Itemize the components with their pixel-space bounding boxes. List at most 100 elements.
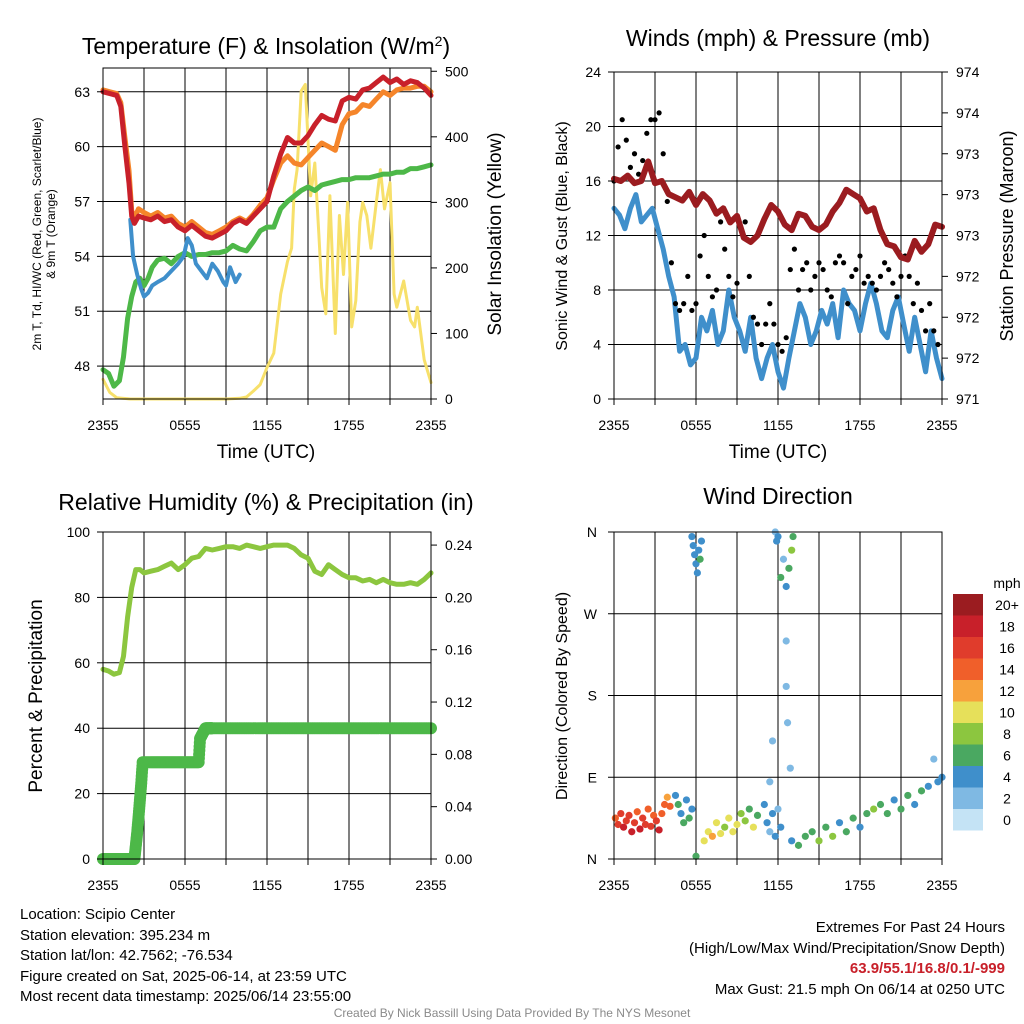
gust-point xyxy=(677,307,683,314)
direction-point xyxy=(876,800,885,809)
y-right-tick-label: 974 xyxy=(956,105,980,121)
direction-point xyxy=(737,809,745,818)
insolation-y-label: Solar Insolation (Yellow) xyxy=(485,132,506,335)
gust-point xyxy=(861,280,867,286)
wind-direction-y-label: Direction (Colored By Speed) xyxy=(554,592,571,800)
direction-point xyxy=(644,805,652,813)
direction-point xyxy=(685,814,693,822)
gust-point xyxy=(627,164,634,170)
wind-y-label: Sonic Wind & Gust (Blue, Black) xyxy=(554,121,571,350)
y-right-tick-label: 0.16 xyxy=(445,642,472,658)
gust-point xyxy=(898,273,904,279)
direction-point xyxy=(777,823,785,831)
x-tick-label: 1755 xyxy=(844,417,875,433)
direction-point xyxy=(630,819,639,827)
direction-point xyxy=(829,832,837,840)
legend-swatch xyxy=(953,809,983,831)
gust-point xyxy=(685,273,691,279)
sonic-wind-line xyxy=(611,192,945,391)
x-tick-label: 2355 xyxy=(598,877,629,893)
direction-point xyxy=(842,828,850,836)
y-right-tick-label: 0.20 xyxy=(445,589,472,605)
direction-point xyxy=(689,542,697,550)
extremes-subtitle: (High/Low/Max Wind/Precipitation/Snow De… xyxy=(689,939,1005,957)
gust-point xyxy=(816,260,822,266)
direction-tick-label: N xyxy=(587,851,597,867)
gust-point xyxy=(631,151,638,157)
winds-tick-labels: 2355 0555 1155 1755 2355 0 4 8 12 16 20 24 971 972 972… xyxy=(585,64,979,433)
winds-grid xyxy=(614,72,942,399)
direction-point xyxy=(636,825,644,833)
gust-point xyxy=(841,260,847,266)
direction-point xyxy=(768,809,777,818)
gust-point xyxy=(664,198,670,205)
gust-point xyxy=(845,301,851,307)
direction-point xyxy=(783,719,792,727)
gust-point xyxy=(853,266,859,273)
wind-direction-points xyxy=(611,528,946,860)
direction-point xyxy=(883,809,891,818)
gust-point xyxy=(804,260,810,266)
legend-swatch xyxy=(953,594,983,616)
gust-point xyxy=(828,294,834,300)
gust-point xyxy=(734,280,740,286)
gust-point xyxy=(791,246,798,252)
direction-point xyxy=(779,555,788,563)
direction-point xyxy=(641,820,650,829)
x-tick-label: 1155 xyxy=(763,877,793,893)
direction-point xyxy=(870,805,878,813)
direction-point xyxy=(745,805,753,813)
direction-point xyxy=(911,800,919,809)
y-right-tick-label: 973 xyxy=(956,228,980,244)
legend-label: 6 xyxy=(1003,748,1011,764)
gust-point xyxy=(771,321,777,327)
winds-panel: Winds (mph) & Pressure (mb) 2355 0555 1155… xyxy=(554,25,1017,463)
recent-timestamp: Most recent data timestamp: 2025/06/14 2… xyxy=(20,988,352,1005)
direction-point xyxy=(655,826,663,834)
dewpoint-line xyxy=(100,162,434,389)
direction-point xyxy=(633,808,641,816)
direction-point xyxy=(692,852,700,860)
direction-point xyxy=(688,532,696,541)
direction-point xyxy=(614,820,622,829)
gust-point xyxy=(668,260,675,266)
x-tick-label: 2355 xyxy=(598,417,629,433)
y-right-tick-label: 400 xyxy=(445,129,469,145)
extremes-block: Extremes For Past 24 Hours (High/Low/Max… xyxy=(689,918,1005,1000)
direction-point xyxy=(652,817,660,825)
x-tick-label: 2355 xyxy=(926,877,957,893)
direction-point xyxy=(639,814,647,822)
direction-point xyxy=(789,532,797,541)
gust-point xyxy=(914,280,921,286)
legend-label: 14 xyxy=(999,662,1015,678)
y-right-tick-label: 0 xyxy=(445,391,453,407)
gust-point xyxy=(693,301,699,307)
direction-point xyxy=(650,811,658,820)
y-right-tick-label: 0.12 xyxy=(445,694,472,710)
gust-point xyxy=(660,151,666,157)
direction-point xyxy=(930,755,938,763)
direction-tick-label: E xyxy=(588,769,597,785)
legend-swatch xyxy=(953,680,983,702)
gust-point xyxy=(697,253,703,259)
direction-point xyxy=(693,569,701,577)
direction-point xyxy=(625,811,633,820)
direction-point xyxy=(863,809,871,818)
direction-point xyxy=(904,791,912,800)
gust-point xyxy=(623,137,629,143)
y-right-tick-label: 972 xyxy=(956,268,980,284)
y-tick-label: 24 xyxy=(585,64,601,80)
legend-title: mph xyxy=(993,575,1020,591)
gust-point xyxy=(906,273,912,279)
y-tick-label: 8 xyxy=(593,282,601,298)
gust-point xyxy=(836,253,843,259)
gust-point xyxy=(636,171,642,177)
gust-point xyxy=(877,273,884,279)
gust-point xyxy=(775,341,781,348)
gust-point xyxy=(672,301,679,307)
legend-swatch xyxy=(953,723,983,745)
y-right-tick-label: 500 xyxy=(445,63,469,79)
y-right-tick-label: 300 xyxy=(445,194,469,210)
x-tick-label: 1155 xyxy=(252,417,282,433)
